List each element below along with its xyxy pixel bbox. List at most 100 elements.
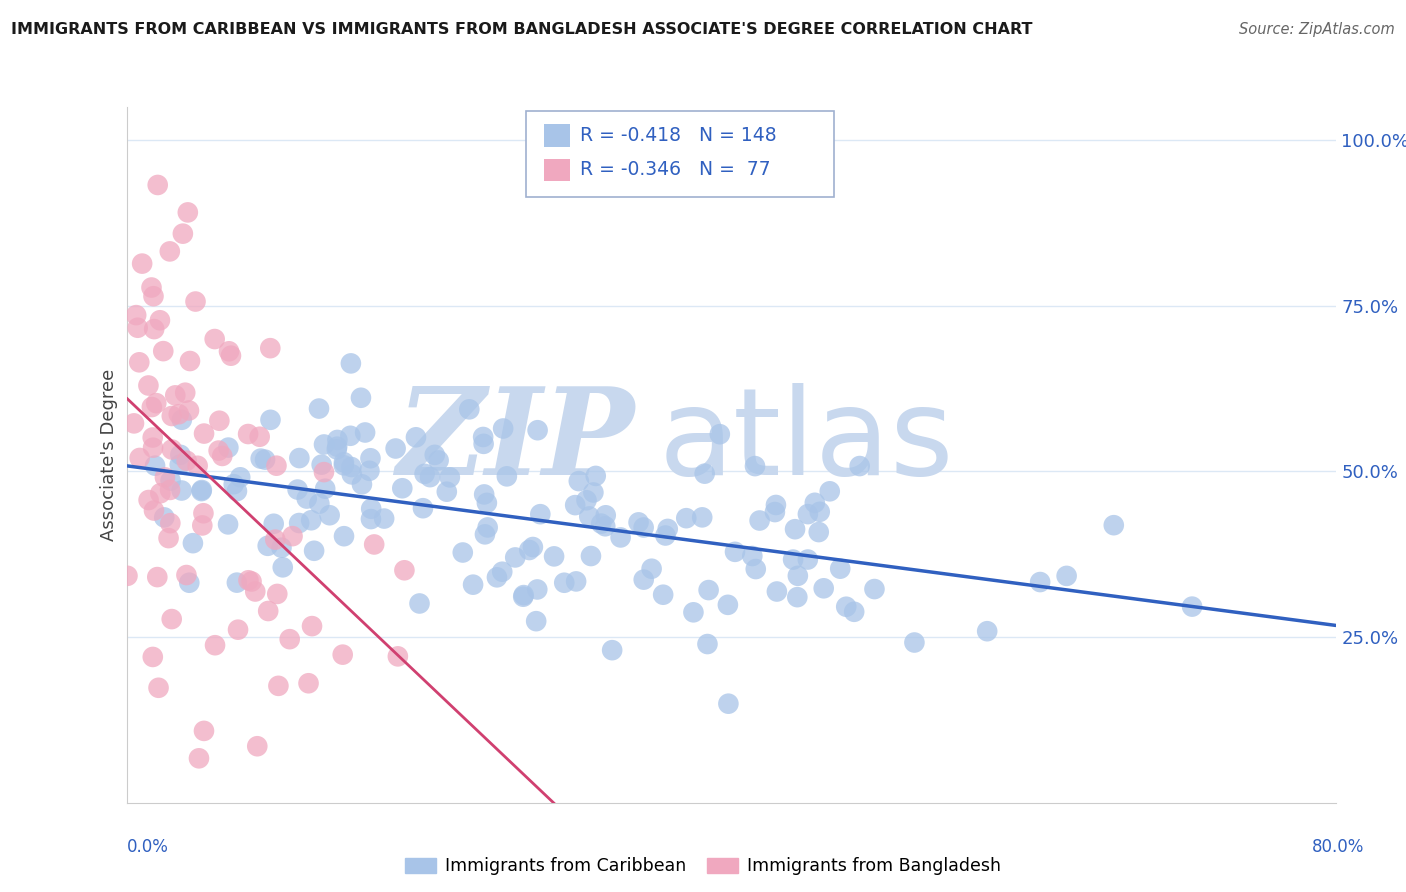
Point — [543, 549, 565, 564]
Point — [333, 458, 356, 473]
Point — [176, 454, 198, 468]
Point — [363, 537, 385, 551]
Text: Source: ZipAtlas.com: Source: ZipAtlas.com — [1239, 22, 1395, 37]
Point — [744, 459, 766, 474]
Point — [169, 448, 191, 462]
Point — [312, 437, 335, 451]
Point — [245, 584, 267, 599]
Point — [193, 506, 215, 520]
Point — [717, 598, 740, 612]
Point — [170, 413, 193, 427]
Point — [127, 320, 149, 334]
Point — [170, 483, 193, 498]
Point — [326, 433, 349, 447]
Text: 80.0%: 80.0% — [1312, 838, 1364, 855]
Point — [256, 539, 278, 553]
Point — [903, 635, 925, 649]
Point — [326, 442, 349, 457]
Point — [299, 513, 322, 527]
Point — [153, 470, 176, 484]
Point — [340, 467, 363, 482]
Point — [143, 322, 166, 336]
Point — [472, 430, 495, 444]
Point — [741, 549, 763, 563]
Point — [564, 498, 586, 512]
Point — [474, 527, 496, 541]
Point — [633, 573, 655, 587]
Point — [813, 582, 835, 596]
Text: IMMIGRANTS FROM CARIBBEAN VS IMMIGRANTS FROM BANGLADESH ASSOCIATE'S DEGREE CORRE: IMMIGRANTS FROM CARIBBEAN VS IMMIGRANTS … — [11, 22, 1033, 37]
Point — [408, 597, 430, 611]
Point — [524, 614, 547, 628]
Point — [419, 470, 441, 484]
Text: 0.0%: 0.0% — [127, 838, 169, 855]
Point — [495, 469, 517, 483]
Point — [257, 604, 280, 618]
Point — [387, 649, 409, 664]
Point — [675, 511, 697, 525]
Point — [308, 497, 330, 511]
Point — [690, 510, 713, 524]
Point — [288, 516, 311, 530]
Point — [339, 429, 361, 443]
Point — [350, 391, 373, 405]
Point — [609, 531, 631, 545]
Point — [149, 313, 172, 327]
Point — [148, 681, 170, 695]
Point — [217, 441, 239, 455]
Point — [176, 568, 198, 582]
Point — [786, 569, 808, 583]
Point — [219, 349, 242, 363]
Point — [159, 483, 181, 497]
Point — [263, 516, 285, 531]
Point — [146, 178, 169, 192]
Point — [1029, 575, 1052, 590]
Point — [976, 624, 998, 639]
Point — [600, 643, 623, 657]
Point — [517, 543, 540, 558]
Point — [295, 491, 318, 506]
Point — [157, 531, 180, 545]
Point — [254, 452, 277, 467]
Point — [333, 455, 356, 469]
Point — [236, 427, 259, 442]
Point — [165, 388, 187, 402]
FancyBboxPatch shape — [544, 124, 571, 147]
Text: R = -0.418   N = 148: R = -0.418 N = 148 — [581, 126, 776, 145]
Point — [159, 244, 181, 259]
Point — [308, 401, 330, 416]
Text: R = -0.346   N =  77: R = -0.346 N = 77 — [581, 161, 770, 179]
Point — [522, 540, 544, 554]
Point — [763, 505, 786, 519]
Point — [190, 484, 212, 499]
Point — [249, 451, 271, 466]
Point — [226, 484, 249, 499]
Point — [526, 582, 548, 597]
Point — [359, 451, 381, 466]
Point — [394, 563, 416, 577]
Point — [423, 448, 446, 462]
Point — [657, 522, 679, 536]
Point — [591, 516, 613, 531]
Point — [485, 570, 508, 584]
Point — [153, 510, 176, 524]
Point — [264, 533, 287, 547]
Point — [682, 605, 704, 619]
Point — [314, 482, 336, 496]
Point — [179, 575, 201, 590]
Point — [808, 505, 831, 519]
Point — [288, 451, 311, 466]
Point — [143, 458, 166, 473]
Point — [128, 355, 150, 369]
Point — [131, 257, 153, 271]
Point — [804, 496, 827, 510]
Point — [312, 465, 335, 479]
Point — [807, 524, 830, 539]
Point — [159, 474, 181, 488]
Point — [160, 612, 183, 626]
FancyBboxPatch shape — [544, 159, 571, 181]
Point — [640, 562, 662, 576]
Point — [654, 528, 676, 542]
Point — [160, 442, 183, 457]
Point — [818, 484, 841, 499]
